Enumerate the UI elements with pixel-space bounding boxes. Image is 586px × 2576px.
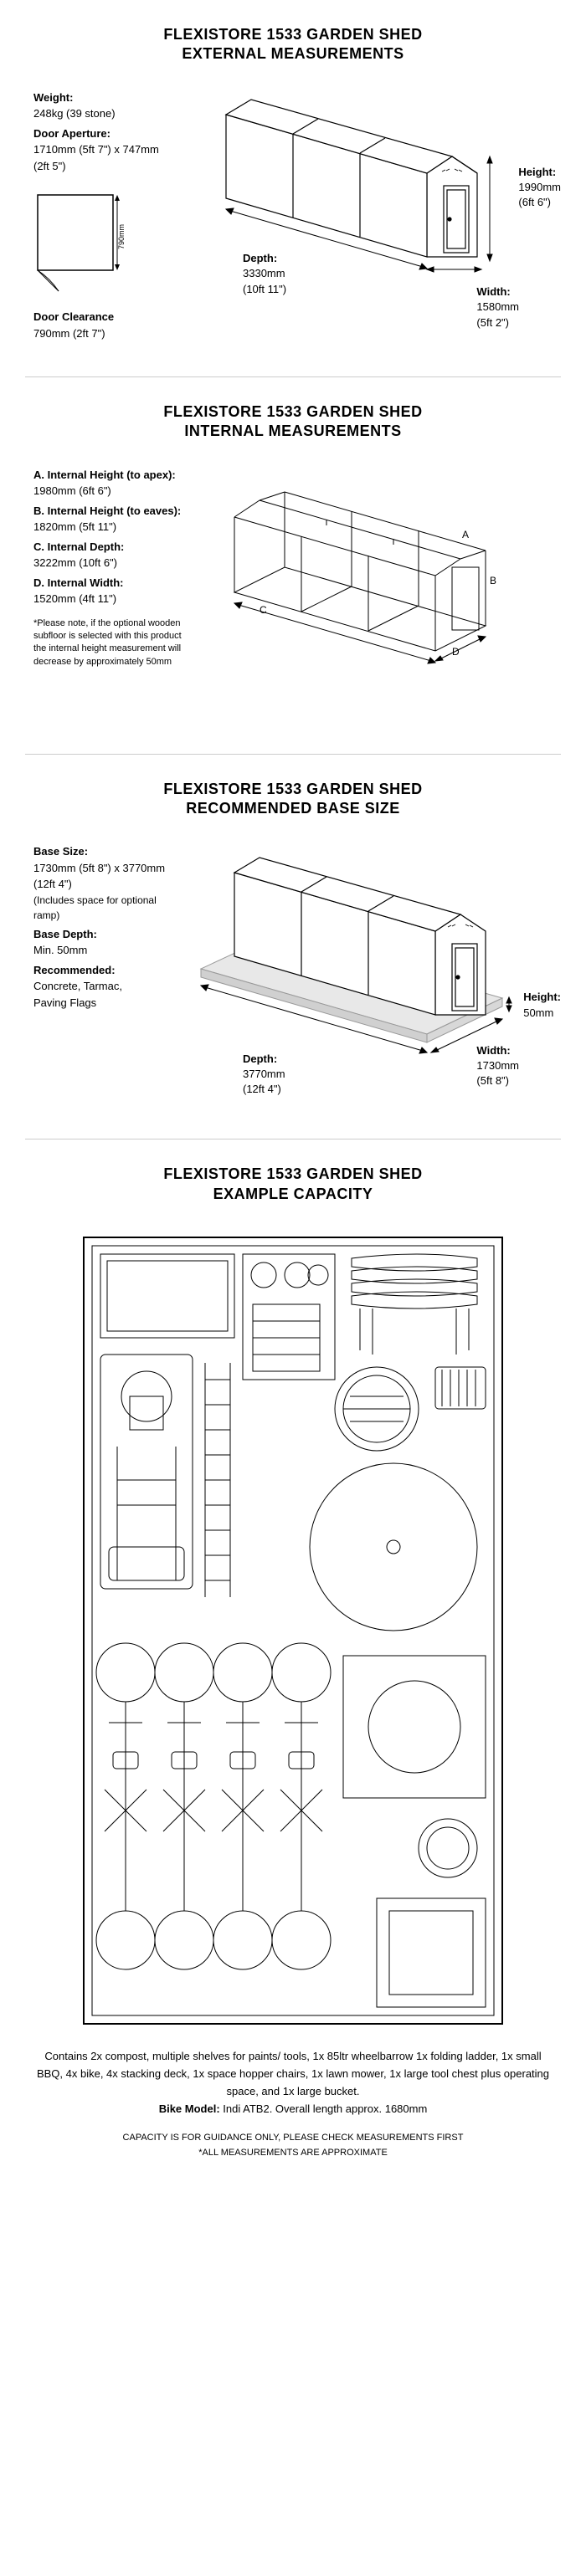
specs-left: Weight: 248kg (39 stone) Door Aperture: … bbox=[33, 90, 176, 342]
door-aperture-value: 1710mm (5ft 7") x 747mm (2ft 5") bbox=[33, 141, 176, 174]
section-title: FLEXISTORE 1533 GARDEN SHED INTERNAL MEA… bbox=[33, 402, 553, 442]
door-clearance-value: 790mm (2ft 7") bbox=[33, 325, 176, 342]
weight-value: 248kg (39 stone) bbox=[33, 105, 176, 122]
capacity-footer: CAPACITY IS FOR GUIDANCE ONLY, PLEASE CH… bbox=[33, 2131, 553, 2160]
capacity-contents: Contains 2x compost, multiple shelves fo… bbox=[33, 2048, 553, 2118]
base-illustration: Height: 50mm Width: 1730mm (5ft 8") Dept… bbox=[193, 843, 553, 1105]
height-callout: Height: 1990mm (6ft 6") bbox=[518, 165, 561, 211]
depth-callout: Depth: 3330mm (10ft 11") bbox=[243, 251, 286, 297]
door-aperture-label: Door Aperture: bbox=[33, 127, 111, 140]
section-title: FLEXISTORE 1533 GARDEN SHED EXTERNAL MEA… bbox=[33, 25, 553, 64]
specs-left: A. Internal Height (to apex): 1980mm (6f… bbox=[33, 467, 184, 669]
section-capacity: FLEXISTORE 1533 GARDEN SHED EXAMPLE CAPA… bbox=[0, 1139, 586, 2194]
weight-label: Weight: bbox=[33, 91, 73, 104]
svg-text:C: C bbox=[260, 604, 267, 616]
internal-illustration: A B C D bbox=[201, 467, 553, 720]
svg-text:A: A bbox=[462, 529, 469, 540]
svg-text:D: D bbox=[452, 646, 460, 658]
specs-left: Base Size: 1730mm (5ft 8") x 3770mm (12f… bbox=[33, 843, 176, 1011]
section-title: FLEXISTORE 1533 GARDEN SHED EXAMPLE CAPA… bbox=[33, 1165, 553, 1204]
title-line1: FLEXISTORE 1533 GARDEN SHED bbox=[163, 26, 422, 43]
depth-callout: Depth: 3770mm (12ft 4") bbox=[243, 1052, 285, 1098]
width-callout: Width: 1730mm (5ft 8") bbox=[476, 1043, 519, 1089]
title-line2: EXTERNAL MEASUREMENTS bbox=[182, 45, 404, 62]
door-arc-dim: 790mm bbox=[117, 224, 126, 249]
section-base: FLEXISTORE 1533 GARDEN SHED RECOMMENDED … bbox=[0, 755, 586, 1139]
capacity-plan bbox=[33, 1229, 553, 2035]
section-internal: FLEXISTORE 1533 GARDEN SHED INTERNAL MEA… bbox=[0, 377, 586, 754]
section-external: FLEXISTORE 1533 GARDEN SHED EXTERNAL MEA… bbox=[0, 0, 586, 376]
width-callout: Width: 1580mm (5ft 2") bbox=[476, 284, 519, 330]
section-title: FLEXISTORE 1533 GARDEN SHED RECOMMENDED … bbox=[33, 780, 553, 819]
external-illustration: Height: 1990mm (6ft 6") Width: 1580mm (5… bbox=[193, 90, 553, 343]
door-clearance-label: Door Clearance bbox=[33, 309, 176, 325]
height-callout: Height: 50mm bbox=[523, 990, 561, 1020]
door-clearance-diagram: 790mm bbox=[33, 191, 142, 300]
svg-text:B: B bbox=[490, 575, 496, 586]
